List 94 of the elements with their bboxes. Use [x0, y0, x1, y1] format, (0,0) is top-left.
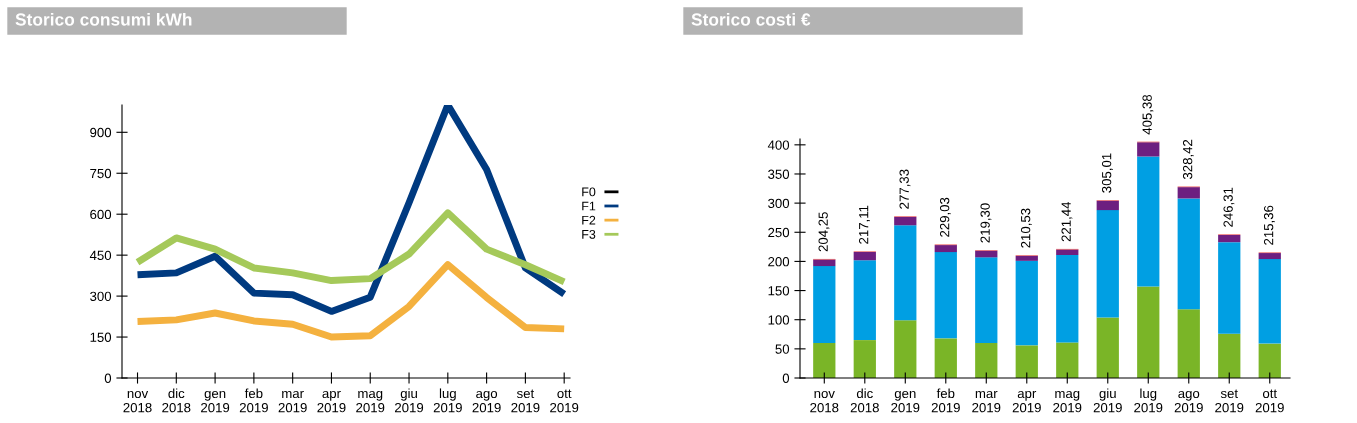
- bar: [853, 252, 876, 261]
- bar: [1015, 255, 1038, 261]
- bar: [853, 260, 876, 341]
- bar: [1056, 249, 1079, 255]
- bar: [813, 343, 836, 378]
- total-label: 246,31: [1223, 187, 1235, 227]
- y-tick-label: 50: [775, 344, 790, 354]
- bar: [1258, 253, 1281, 260]
- y-tick-label: 100: [768, 315, 790, 325]
- y-tick-label: 250: [768, 227, 790, 238]
- bar: [1258, 343, 1281, 378]
- y-tick-label: 600: [90, 209, 112, 220]
- x-tick-label: feb 2019: [931, 388, 960, 413]
- bar: [975, 257, 998, 344]
- bar: [1177, 309, 1200, 378]
- total-label: 217,11: [858, 205, 870, 244]
- bar: [975, 343, 998, 378]
- bar: [975, 250, 998, 258]
- x-tick-label: ago 2019: [1174, 390, 1203, 413]
- legend-label: F0: [582, 187, 596, 197]
- bar: [894, 225, 917, 321]
- x-tick-label: mag 2019: [356, 390, 385, 413]
- bar: [934, 338, 957, 378]
- y-tick-label: 450: [89, 250, 112, 261]
- y-tick-label: 200: [768, 256, 790, 267]
- y-tick-label: 750: [90, 168, 112, 179]
- bar: [1137, 286, 1160, 378]
- bar: [1056, 342, 1079, 378]
- total-label: 305,01: [1101, 153, 1113, 193]
- x-tick-label: dic 2018: [162, 388, 191, 413]
- chart-title: Storico consumi kWh: [15, 12, 192, 26]
- total-label: 221,44: [1061, 201, 1073, 242]
- bar: [1258, 259, 1281, 344]
- total-label: 204,25: [818, 212, 830, 252]
- bar: [1015, 260, 1038, 346]
- x-tick-label: apr 2019: [1012, 390, 1041, 413]
- legend-label: F1: [582, 201, 596, 211]
- y-tick-label: 0: [782, 373, 790, 383]
- total-label: 328,42: [1182, 139, 1194, 180]
- x-tick-label: nov 2018: [810, 390, 839, 413]
- bar: [1218, 242, 1241, 334]
- bar: [1177, 198, 1200, 310]
- legend-label: F3: [582, 229, 596, 239]
- x-tick-label: lug 2019: [1134, 388, 1163, 413]
- y-tick-label: 400: [767, 140, 790, 150]
- bar: [813, 266, 836, 344]
- bar: [1177, 187, 1200, 199]
- x-tick-label: nov 2018: [123, 390, 152, 413]
- total-label: 210,53: [1020, 208, 1032, 248]
- bar: [1137, 156, 1160, 287]
- bar: [1096, 210, 1119, 318]
- y-tick-label: 350: [768, 169, 790, 179]
- total-label: 229,03: [939, 197, 951, 237]
- bar: [1056, 255, 1079, 343]
- bar: [1137, 142, 1160, 157]
- x-tick-label: ago 2019: [472, 390, 501, 413]
- y-tick-label: 150: [90, 332, 112, 342]
- bar: [1218, 333, 1241, 378]
- y-tick-label: 300: [90, 291, 112, 302]
- bar: [934, 252, 957, 339]
- x-tick-label: set 2019: [1215, 389, 1244, 413]
- x-tick-label: giu 2019: [395, 388, 424, 413]
- total-label: 405,38: [1142, 94, 1154, 135]
- x-tick-label: apr 2019: [317, 390, 346, 413]
- x-tick-label: set 2019: [511, 389, 540, 413]
- total-label: 277,33: [899, 169, 911, 209]
- total-label: 219,30: [980, 203, 992, 243]
- chart-title: Storico costi €: [691, 12, 811, 26]
- bar: [934, 245, 957, 253]
- x-tick-label: dic 2018: [850, 388, 879, 413]
- bar: [1096, 317, 1119, 378]
- y-tick-label: 150: [768, 286, 790, 296]
- x-tick-label: mar 2019: [278, 390, 307, 413]
- bar: [813, 259, 836, 267]
- bar: [853, 340, 876, 378]
- bar: [1218, 235, 1241, 243]
- total-label: 215,36: [1263, 205, 1275, 245]
- x-tick-label: ott 2019: [1255, 389, 1284, 413]
- legend-label: F2: [582, 215, 596, 225]
- y-tick-label: 300: [768, 198, 790, 209]
- x-tick-label: feb 2019: [239, 388, 268, 413]
- x-tick-label: mag 2019: [1053, 390, 1082, 413]
- x-tick-label: lug 2019: [433, 388, 462, 413]
- x-tick-label: giu 2019: [1093, 388, 1122, 413]
- y-tick-label: 0: [104, 373, 112, 383]
- bar: [1096, 200, 1119, 211]
- x-tick-label: ott 2019: [550, 389, 579, 413]
- bar: [894, 216, 917, 226]
- bar: [1015, 345, 1038, 378]
- y-tick-label: 900: [90, 127, 112, 138]
- x-tick-label: gen 2019: [201, 390, 230, 413]
- bar: [894, 320, 917, 378]
- x-tick-label: gen 2019: [891, 390, 920, 413]
- x-tick-label: mar 2019: [972, 390, 1001, 413]
